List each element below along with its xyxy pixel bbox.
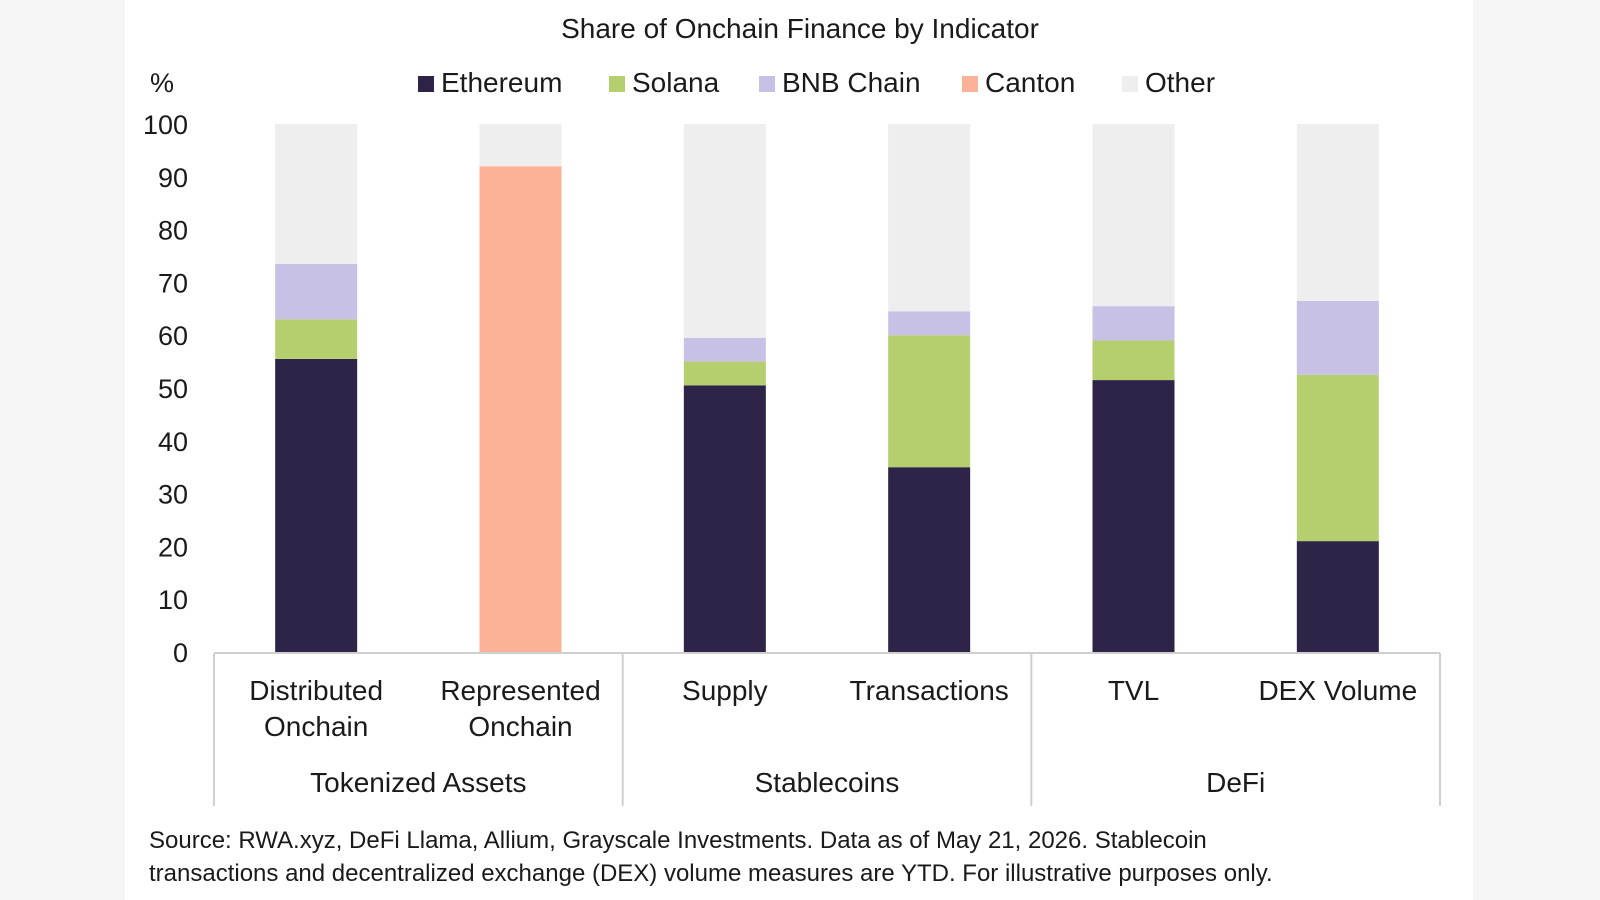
y-tick-label: 40 <box>158 427 188 457</box>
y-tick-label: 90 <box>158 163 188 193</box>
bar-segment-tvl-solana <box>1092 340 1175 381</box>
y-axis: 0 10 20 30 40 50 60 70 80 90 100 <box>143 110 188 668</box>
bar-segment-transactions-ethereum <box>888 467 971 652</box>
bar-segment-distributed-onchain-ethereum <box>275 358 358 652</box>
legend-label-other: Other <box>1145 67 1215 98</box>
source-line: Source: RWA.xyz, DeFi Llama, Allium, Gra… <box>149 827 1207 854</box>
bar-segment-dex-volume-bnb-chain <box>1296 300 1379 375</box>
legend-item-solana: Solana <box>609 67 720 98</box>
legend-swatch-ethereum <box>418 76 434 92</box>
bars <box>275 124 1379 653</box>
bar-segment-dex-volume-ethereum <box>1296 541 1379 652</box>
x-category-label: Supply <box>682 675 768 706</box>
y-tick-label: 0 <box>173 638 188 668</box>
bar-segment-distributed-onchain-bnb-chain <box>275 263 358 320</box>
x-group-label: Stablecoins <box>755 767 900 798</box>
x-group-label: DeFi <box>1206 767 1265 798</box>
y-tick-label: 50 <box>158 374 188 404</box>
x-category-label: TVL <box>1108 675 1159 706</box>
bar-segment-tvl-other <box>1092 124 1175 307</box>
legend-swatch-canton <box>962 76 978 92</box>
bar-segment-distributed-onchain-solana <box>275 319 358 359</box>
bar-segment-tvl-bnb-chain <box>1092 306 1175 341</box>
x-group-label: Tokenized Assets <box>310 767 526 798</box>
y-tick-label: 80 <box>158 216 188 246</box>
bar-segment-dex-volume-other <box>1296 124 1379 301</box>
x-category-label: DEX Volume <box>1258 675 1417 706</box>
x-category-label: Represented <box>440 675 600 706</box>
y-tick-label: 10 <box>158 585 188 615</box>
bar-segment-represented-onchain-canton <box>479 166 562 653</box>
bar-segment-distributed-onchain-other <box>275 124 358 264</box>
legend-item-canton: Canton <box>962 67 1075 98</box>
y-axis-unit-label: % <box>150 68 174 98</box>
x-category-label: Distributed <box>249 675 383 706</box>
legend-swatch-solana <box>609 76 625 92</box>
source-note: Source: RWA.xyz, DeFi Llama, Allium, Gra… <box>149 827 1273 887</box>
bar-segment-supply-other <box>683 124 766 338</box>
legend-swatch-bnb-chain <box>759 76 775 92</box>
y-tick-label: 20 <box>158 532 188 562</box>
legend-item-bnb-chain: BNB Chain <box>759 67 921 98</box>
y-tick-label: 100 <box>143 110 188 140</box>
bar-segment-represented-onchain-other <box>479 124 562 167</box>
legend-label-solana: Solana <box>632 67 720 98</box>
y-tick-label: 70 <box>158 268 188 298</box>
y-tick-label: 60 <box>158 321 188 351</box>
bar-segment-dex-volume-solana <box>1296 374 1379 542</box>
bar-segment-tvl-ethereum <box>1092 380 1175 652</box>
bar-segment-transactions-other <box>888 124 971 312</box>
x-category-label: Onchain <box>264 711 368 742</box>
x-category-label: Onchain <box>468 711 572 742</box>
bar-segment-supply-solana <box>683 361 766 386</box>
legend-item-other: Other <box>1122 67 1215 98</box>
x-category-label: Transactions <box>850 675 1009 706</box>
y-tick-label: 30 <box>158 480 188 510</box>
legend-label-canton: Canton <box>985 67 1075 98</box>
legend-swatch-other <box>1122 76 1138 92</box>
legend-label-ethereum: Ethereum <box>441 67 562 98</box>
bar-segment-supply-bnb-chain <box>683 337 766 362</box>
x-axis: Distributed Onchain Represented Onchain Supp… <box>213 652 1441 806</box>
legend-item-ethereum: Ethereum <box>418 67 562 98</box>
chart-title: Share of Onchain Finance by Indicator <box>561 13 1039 44</box>
bar-segment-transactions-bnb-chain <box>888 311 971 336</box>
bar-segment-supply-ethereum <box>683 385 766 652</box>
source-line: transactions and decentralized exchange … <box>149 860 1273 887</box>
legend: Ethereum Solana BNB Chain Canton Other <box>418 67 1215 98</box>
legend-label-bnb-chain: BNB Chain <box>782 67 921 98</box>
bar-segment-transactions-solana <box>888 335 971 468</box>
